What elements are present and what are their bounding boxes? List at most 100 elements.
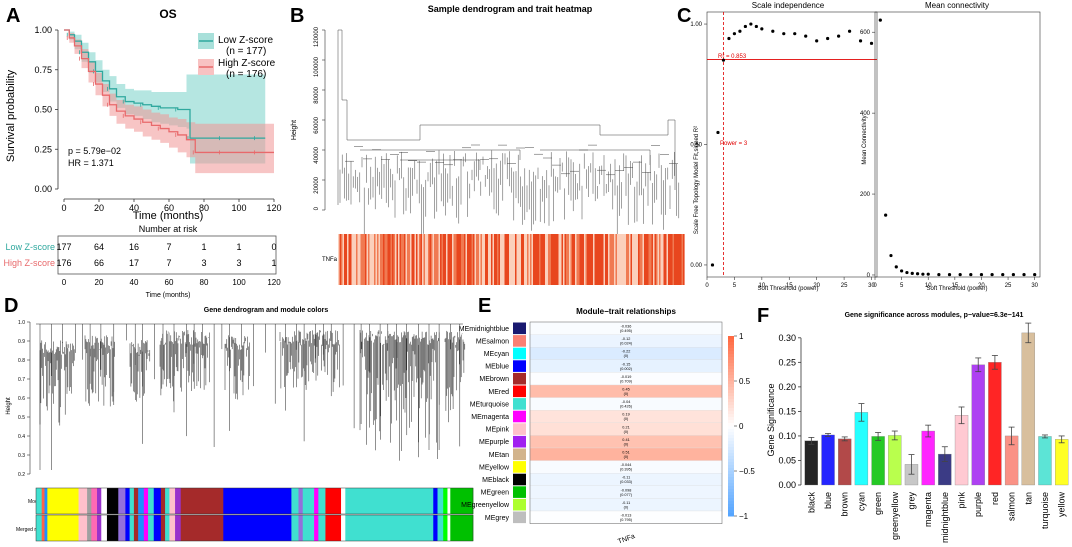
module-block [443,515,448,541]
legend-n-high: (n = 176) [226,69,266,80]
module-block [450,488,474,514]
heatmap-b-cell [377,234,379,285]
heatmap-b-cell [522,234,525,285]
heatmap-e-pvalue: (0) [624,354,629,358]
heatmap-e-value: 0.41 [622,438,629,442]
module-block [175,488,182,514]
heatmap-b-cell [425,234,427,285]
color-scale-step [728,432,734,436]
c-point [732,32,737,36]
module-block [291,515,299,541]
c-ytick-label: 0.50 [690,143,702,149]
scale-indep-title: Scale independence [752,1,825,10]
heatmap-b-cell [681,234,684,285]
heatmap-b-cell [510,234,513,285]
module-color-bar [35,487,474,515]
heatmap-b-cell [603,234,606,285]
risk-xtick-label: 60 [165,278,174,287]
module-trait-heatmap: MEmidnightblue -0.036(0.495) MEsalmon -0.12… [459,321,723,524]
panel-letter-d: D [4,295,18,317]
color-scale-step [728,387,734,391]
color-scale-step [728,462,734,466]
bar-turquoise [1038,436,1052,486]
c-ytick-label: 1.00 [690,22,702,28]
dendro-d-ytick-label: 0.6 [18,396,25,402]
heatmap-b-cell [411,234,414,285]
risk-cell: 1 [236,242,241,252]
km-ytick-label: 0.75 [34,65,52,75]
heatmap-b-cell [387,234,390,285]
bar-pink [954,415,969,486]
dendro-b-ytick-label: 20000 [314,176,320,193]
heatmap-b-cell [410,234,412,285]
heatmap-e-value: -0.12 [622,337,631,341]
heatmap-b-cell [348,234,351,285]
heatmap-b-cell [381,234,384,285]
heatmap-b-cell [572,234,574,285]
c-point [990,272,994,277]
c-xtick-label: 25 [841,283,848,289]
heatmap-b-cell [626,234,628,285]
heatmap-e-pvalue: (0) [624,417,629,421]
heatmap-e-value: -0.22 [622,350,631,354]
heatmap-b-cell [564,234,567,285]
color-scale-step [728,480,734,484]
color-scale-step [728,393,734,397]
heatmap-b-cell [656,234,658,285]
c-xtick-label: 20 [978,283,985,289]
color-scale-step [728,477,734,481]
heatmap-b-cell [654,234,657,285]
bars-ylabel: Gene Significance [766,383,776,456]
heatmap-b-cell [627,234,630,285]
heatmap-b-cell [660,234,663,285]
km-curve-low [64,29,266,139]
module-block [153,515,162,541]
risk-cell: 64 [94,242,104,252]
heatmap-e-value: 0.51 [622,451,629,455]
legend-n-low: (n = 177) [226,46,266,57]
risk-cell: 3 [236,258,241,268]
heatmap-b-cell [519,234,522,285]
color-scale-step [728,510,734,514]
heatmap-b-cell [653,234,655,285]
heatmap-b-cell [557,234,559,285]
heatmap-b-cell [545,234,547,285]
heatmap-b-cell [428,234,430,285]
module-block [41,488,45,514]
c-point [837,34,841,38]
heatmap-b-cell [402,234,405,285]
module-swatch [513,498,526,511]
heatmap-b-cell [672,234,675,285]
sample-dendrogram-branches [337,29,680,240]
heatmap-e-value: -0.11 [622,476,630,480]
module-block [106,488,119,514]
bar-label-blue: blue [823,492,833,509]
heatmap-b-cell [585,234,588,285]
heatmap-b-cell [339,234,342,285]
scale-independence-plot: 0 5 10 15 20 25 30 1.00 0.50 0.00 [690,11,878,289]
c-point [915,272,920,276]
module-block [169,488,176,514]
module-row-label: MEblue [485,364,509,371]
module-block [138,515,145,541]
color-scale-step [728,447,734,451]
c-point [958,272,962,277]
heatmap-b-cell [443,234,445,285]
km-ylabel: Survival probability [5,69,17,162]
bar-label-salmon: salmon [1007,492,1017,521]
color-scale-step [728,504,734,508]
module-row-label: MEmidnightblue [459,326,509,333]
heatmap-e-pvalue: (0.033) [620,480,633,484]
c-xtick-label: 15 [786,283,793,289]
color-scale-step [728,417,734,421]
module-block [78,488,88,514]
heatmap-b-cell [500,234,502,285]
heatmap-e-value: -0.044 [621,463,632,467]
heatmap-b-cell [458,234,460,285]
heatmap-b-cell [593,234,595,285]
heatmap-b-cell [362,234,364,285]
heatmap-b-cell [624,234,627,285]
panel-letter-a: A [6,5,20,27]
bar-magenta [921,430,935,486]
